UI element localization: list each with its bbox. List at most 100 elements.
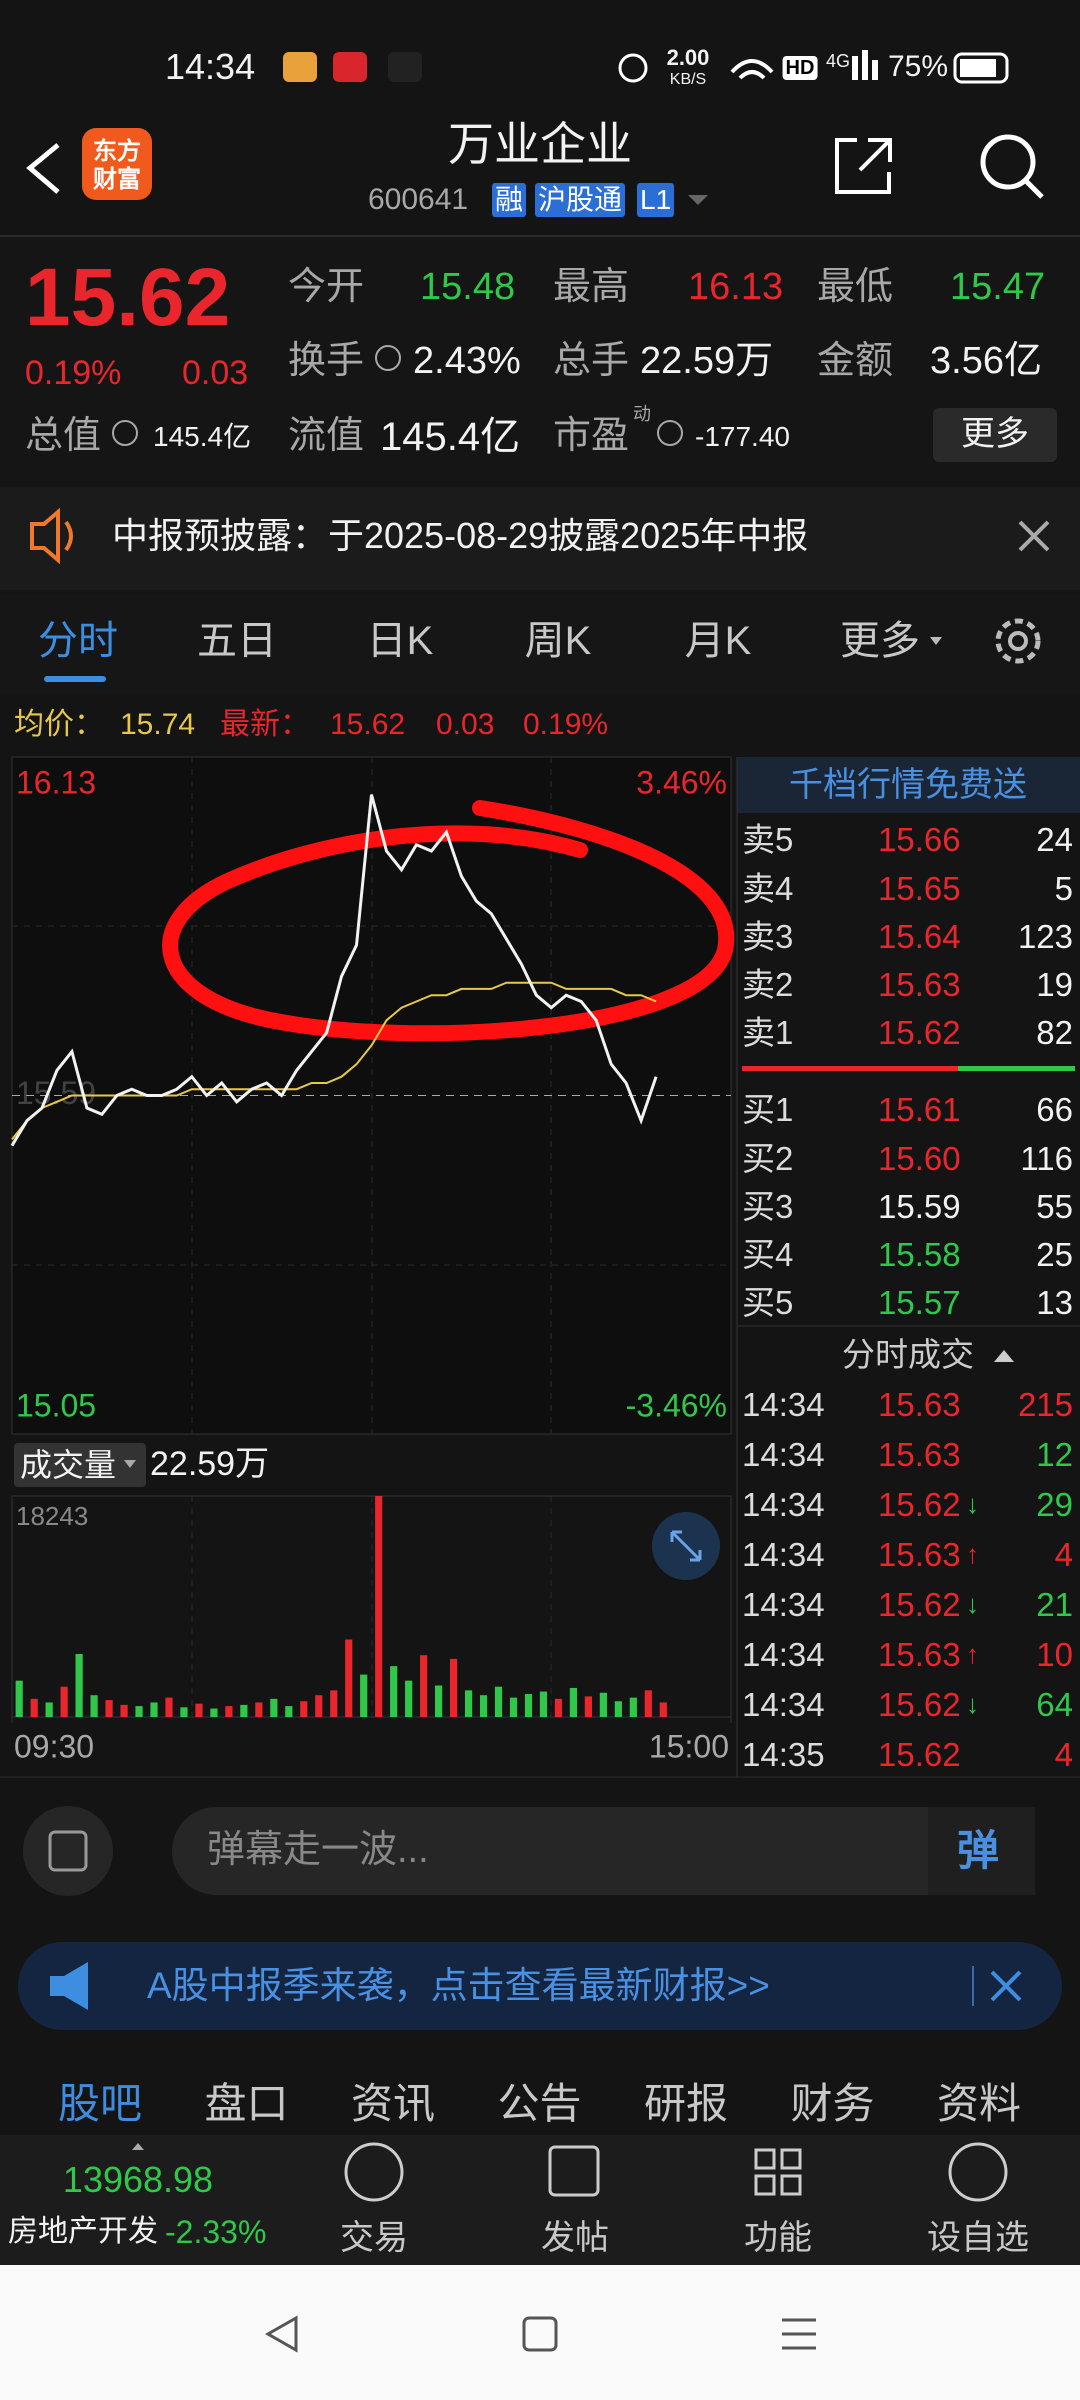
sub-tab[interactable]: 盘口	[204, 2079, 289, 2127]
nav-item[interactable]: 交易	[340, 2218, 408, 2257]
volume-bar	[614, 1701, 622, 1717]
chart-tab[interactable]: 更多	[840, 619, 920, 663]
nav-home[interactable]	[522, 2316, 558, 2352]
orderbook-price: 15.60	[878, 1139, 961, 1177]
avg-label: 均价：	[14, 708, 104, 741]
battery-icon	[953, 52, 1009, 84]
chart-tab[interactable]: 五日	[197, 619, 277, 663]
chart-tab[interactable]: 月K	[684, 619, 752, 663]
trade-time: 14:34	[742, 1486, 825, 1524]
chart-tab[interactable]: 日K	[366, 619, 434, 663]
chart-tab[interactable]: 周K	[524, 619, 592, 663]
volume-bar	[375, 1496, 383, 1717]
stock-tag: 沪股通	[535, 183, 626, 217]
trade-price: 15.62	[878, 1486, 961, 1524]
volume-bar	[554, 1698, 563, 1717]
danmaku-input[interactable]	[172, 1807, 1035, 1895]
change: 0.03	[182, 353, 249, 392]
volume-bar	[120, 1704, 128, 1717]
settings-icon[interactable]	[995, 618, 1041, 664]
trade-price: 15.62	[878, 1686, 961, 1724]
volume-label[interactable]: 成交量	[20, 1446, 117, 1483]
search-icon[interactable]	[980, 134, 1036, 190]
orderbook-price: 15.59	[878, 1187, 961, 1225]
nav-menu[interactable]	[782, 2318, 816, 2350]
volume-bar	[539, 1691, 548, 1717]
nav-item[interactable]: 发帖	[541, 2218, 609, 2257]
close-icon[interactable]	[990, 1970, 1022, 2002]
volume-bar	[345, 1639, 353, 1717]
nav-item[interactable]: 设自选	[927, 2218, 1029, 2257]
volume-bar	[644, 1690, 652, 1717]
orderbook-title[interactable]: 千档行情免费送	[789, 765, 1027, 804]
system-nav	[0, 2265, 1080, 2400]
volume-bar	[165, 1697, 173, 1717]
sub-tab[interactable]: 公告	[497, 2079, 582, 2127]
danmaku-placeholder[interactable]: 弹幕走一波...	[207, 1829, 429, 1872]
logo-text: 东方	[93, 137, 141, 165]
last-pct: 0.19%	[523, 708, 609, 741]
trade-icon[interactable]	[344, 2142, 404, 2202]
orderbook-volume: 5	[1054, 869, 1073, 907]
volume-bar	[75, 1654, 83, 1717]
volume-bar	[659, 1702, 667, 1717]
app-logo	[82, 128, 152, 200]
quote-value: 2.43%	[413, 340, 521, 383]
orderbook-label: 买2	[742, 1139, 794, 1177]
post-icon[interactable]	[548, 2145, 600, 2197]
index-value: 13968.98	[62, 2159, 214, 2201]
function-icon[interactable]	[754, 2148, 802, 2196]
sub-tab[interactable]: 研报	[643, 2079, 729, 2127]
sub-tab[interactable]: 资讯	[350, 2079, 436, 2127]
volume-bar	[360, 1674, 368, 1717]
stock-tag: L1	[637, 183, 675, 217]
orderbook-label: 买3	[742, 1187, 794, 1225]
sub-tab[interactable]: 资料	[936, 2079, 1022, 2127]
danmaku-button[interactable]: 弹	[956, 1826, 1000, 1874]
orderbook-volume: 19	[1036, 966, 1073, 1004]
danmaku-icon-bg[interactable]	[23, 1806, 113, 1896]
volume-bar	[15, 1680, 23, 1717]
y-tick-label: 15.05	[16, 1387, 96, 1423]
quote-label: 总值	[25, 415, 102, 458]
price-line	[10, 794, 658, 1147]
volume-bar	[285, 1706, 293, 1717]
orderbook-volume: 116	[1020, 1139, 1073, 1177]
quote-label: 最低	[817, 266, 894, 309]
quote-value: 145.4亿	[153, 421, 252, 453]
danmaku-button-bg[interactable]	[928, 1807, 1035, 1895]
sub-tab[interactable]: 财务	[790, 2079, 875, 2127]
watchlist-icon[interactable]	[948, 2142, 1008, 2202]
signal-icon	[872, 60, 878, 80]
trade-volume: 21	[1036, 1586, 1073, 1624]
quote-label: 今开	[288, 266, 365, 309]
chart-tab[interactable]: 分时	[38, 619, 118, 663]
quote-label: 换手	[288, 340, 365, 383]
sub-tab[interactable]: 股吧	[57, 2079, 143, 2127]
volume-bar	[225, 1706, 233, 1717]
banner-text[interactable]: A股中报季来袭，点击查看最新财报>>	[147, 1964, 770, 2006]
nav-back[interactable]	[264, 2315, 298, 2353]
banner-bg[interactable]	[18, 1942, 1062, 2030]
orderbook-price: 15.65	[878, 869, 961, 907]
icon-part	[754, 2174, 776, 2196]
orderbook-price: 15.61	[878, 1091, 961, 1129]
quote-label: 流值	[288, 415, 365, 458]
alarm-icon	[618, 53, 648, 83]
close-icon[interactable]	[1018, 520, 1050, 552]
share-icon[interactable]	[835, 138, 892, 194]
back-icon[interactable]	[26, 143, 60, 194]
orderbook-label: 买1	[742, 1091, 794, 1129]
orderbook-volume: 82	[1036, 1014, 1073, 1052]
x-tick-label: 15:00	[649, 1728, 729, 1764]
nav-item[interactable]: 功能	[744, 2218, 812, 2257]
orderbook-label: 卖1	[742, 1014, 794, 1052]
volume-selector-bg[interactable]	[14, 1443, 146, 1487]
volume-bar	[584, 1696, 592, 1717]
more-button[interactable]: 更多	[961, 414, 1029, 453]
orderbook-label: 卖2	[742, 966, 794, 1004]
info-icon	[375, 345, 401, 371]
trade-time: 14:34	[742, 1536, 825, 1574]
more-button-bg[interactable]	[933, 408, 1057, 462]
